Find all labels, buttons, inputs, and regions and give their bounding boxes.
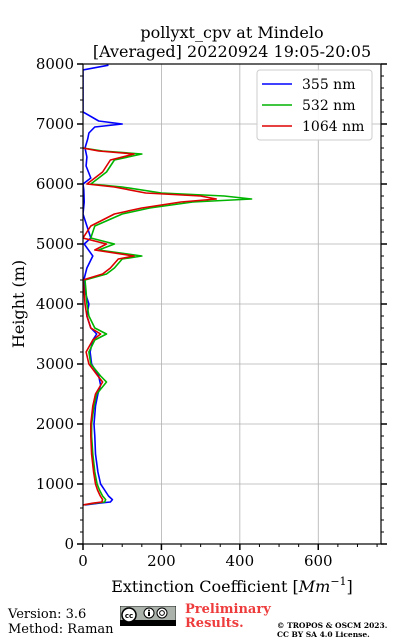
legend-label: 532 nm — [302, 98, 355, 114]
y-tick-label: 6000 — [36, 175, 74, 193]
chart-subtitle: [Averaged] 20220924 19:05-20:05 — [93, 42, 371, 61]
legend-label: 355 nm — [302, 77, 355, 93]
y-tick-label: 7000 — [36, 115, 74, 133]
x-tick-label: 400 — [226, 552, 255, 570]
legend-box — [256, 69, 373, 141]
series-layer — [83, 64, 253, 506]
y-tick-label: 3000 — [36, 355, 74, 373]
x-axis-label: Extinction Coefficient [Mm−1] — [111, 575, 353, 596]
axis-ticks — [77, 63, 387, 550]
copyright-line-2: CC BY SA 4.0 License. — [277, 630, 370, 639]
y-tick-label: 1000 — [36, 475, 74, 493]
copyright-line-1: © TROPOS & OSCM 2023. — [277, 621, 388, 630]
x-tick-label: 0 — [78, 552, 88, 570]
version-label: Version: 3.6 — [8, 607, 87, 622]
svg-text:cc: cc — [125, 612, 133, 620]
method-label: Method: Raman — [8, 622, 114, 637]
series-line-355-nm — [83, 64, 123, 506]
x-tick-labels: 0 200 400 600 — [78, 552, 332, 570]
y-tick-labels: 0 1000 2000 3000 4000 5000 6000 7000 8000 — [36, 55, 74, 553]
cc-by-sa-icon: cc — [120, 606, 176, 626]
x-tick-label: 600 — [304, 552, 333, 570]
x-tick-label: 200 — [147, 552, 176, 570]
y-tick-label: 4000 — [36, 295, 74, 313]
y-tick-label: 0 — [64, 535, 74, 553]
preliminary-line-2: Results. — [185, 616, 244, 631]
y-tick-label: 2000 — [36, 415, 74, 433]
y-tick-label: 5000 — [36, 235, 74, 253]
y-axis-label: Height (m) — [9, 260, 28, 348]
y-tick-label: 8000 — [36, 55, 74, 73]
copyright-notice: © TROPOS & OSCM 2023. CC BY SA 4.0 Licen… — [277, 621, 387, 639]
chart-legend: 355 nm 532 nm 1064 nm — [256, 69, 373, 141]
legend-label: 1064 nm — [302, 119, 364, 135]
preliminary-results-notice: Preliminary Results. — [185, 603, 271, 631]
extinction-chart: pollyxt_cpv at Mindelo [Averaged] 202209… — [9, 23, 387, 596]
chart-title: pollyxt_cpv at Mindelo — [140, 23, 323, 42]
series-line-532-nm — [83, 147, 253, 506]
preliminary-line-1: Preliminary — [185, 602, 271, 617]
